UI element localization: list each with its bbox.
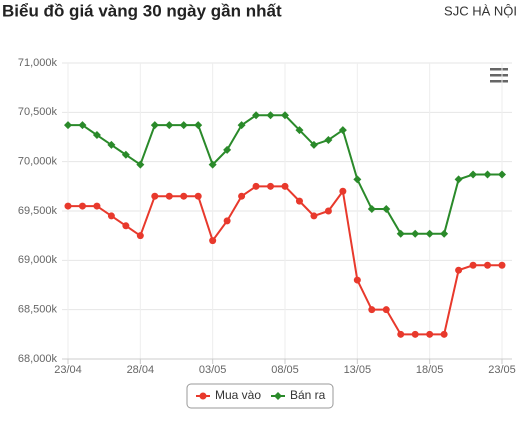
- point: [165, 121, 174, 130]
- point: [209, 237, 217, 245]
- point: [252, 111, 261, 120]
- point: [498, 170, 506, 179]
- point: [295, 126, 304, 135]
- point: [281, 111, 289, 120]
- legend-label: Mua vào: [215, 388, 261, 402]
- point: [266, 111, 275, 120]
- point: [252, 182, 260, 190]
- point: [136, 232, 144, 240]
- point: [64, 202, 72, 210]
- point: [455, 266, 463, 274]
- point: [382, 205, 391, 214]
- x-tick-label: 03/05: [199, 364, 227, 376]
- point: [411, 330, 419, 338]
- point: [498, 261, 506, 269]
- point: [483, 170, 492, 179]
- legend-item[interactable]: Mua vào: [196, 388, 261, 402]
- y-tick-label: 69,000k: [18, 254, 58, 266]
- legend-item[interactable]: Bán ra: [271, 388, 326, 402]
- point: [324, 207, 332, 215]
- x-tick-label: 13/05: [344, 364, 372, 376]
- point: [309, 140, 318, 149]
- point: [150, 121, 159, 130]
- point: [122, 222, 130, 230]
- point: [78, 121, 87, 130]
- point: [92, 131, 101, 140]
- point: [353, 276, 361, 284]
- menu-bar: [490, 74, 508, 77]
- point: [368, 306, 376, 314]
- y-tick-label: 70,500k: [18, 106, 58, 118]
- legend-marker: [199, 392, 207, 400]
- legend-marker: [274, 392, 282, 400]
- point: [295, 197, 303, 205]
- point: [310, 212, 318, 220]
- x-tick-label: 23/05: [488, 364, 516, 376]
- point: [194, 121, 203, 130]
- point: [454, 175, 463, 184]
- menu-button[interactable]: [490, 68, 508, 83]
- x-tick-label: 08/05: [271, 364, 299, 376]
- point: [411, 229, 420, 238]
- point: [238, 192, 246, 200]
- y-tick-label: 71,000k: [18, 57, 58, 69]
- point: [484, 261, 492, 269]
- legend-box: [186, 383, 334, 409]
- point: [194, 192, 202, 200]
- point: [223, 217, 231, 225]
- point: [353, 175, 362, 184]
- point: [338, 126, 347, 135]
- point: [223, 145, 232, 154]
- x-tick-label: 28/04: [127, 364, 155, 376]
- point: [151, 192, 159, 200]
- y-tick-label: 69,500k: [18, 205, 58, 217]
- point: [93, 202, 101, 210]
- point: [121, 150, 130, 159]
- point: [107, 140, 116, 149]
- y-tick-label: 70,000k: [18, 156, 58, 168]
- point: [281, 182, 289, 190]
- point: [396, 229, 405, 238]
- point: [382, 306, 390, 314]
- y-tick-label: 68,000k: [18, 353, 58, 365]
- menu-bar: [490, 80, 508, 83]
- point: [267, 182, 275, 190]
- point: [179, 121, 188, 130]
- point: [180, 192, 188, 200]
- point: [64, 121, 72, 130]
- point: [339, 187, 347, 195]
- point: [440, 330, 448, 338]
- point: [208, 160, 217, 169]
- point: [426, 330, 434, 338]
- point: [165, 192, 173, 200]
- menu-bar: [490, 68, 508, 71]
- legend-label: Bán ra: [290, 388, 326, 402]
- chart-subtitle: SJC HÀ NỘI: [444, 3, 517, 18]
- x-tick-label: 23/04: [54, 364, 82, 376]
- y-tick-label: 68,500k: [18, 304, 58, 316]
- point: [136, 160, 145, 169]
- point: [469, 170, 478, 179]
- point: [425, 229, 434, 238]
- point: [324, 135, 333, 144]
- x-tick-label: 18/05: [416, 364, 444, 376]
- chart-title: Biểu đồ giá vàng 30 ngày gần nhất: [2, 1, 282, 20]
- point: [107, 212, 115, 220]
- point: [78, 202, 86, 210]
- point: [469, 261, 477, 269]
- point: [237, 121, 246, 130]
- point: [367, 205, 376, 214]
- point: [397, 330, 405, 338]
- point: [440, 229, 449, 238]
